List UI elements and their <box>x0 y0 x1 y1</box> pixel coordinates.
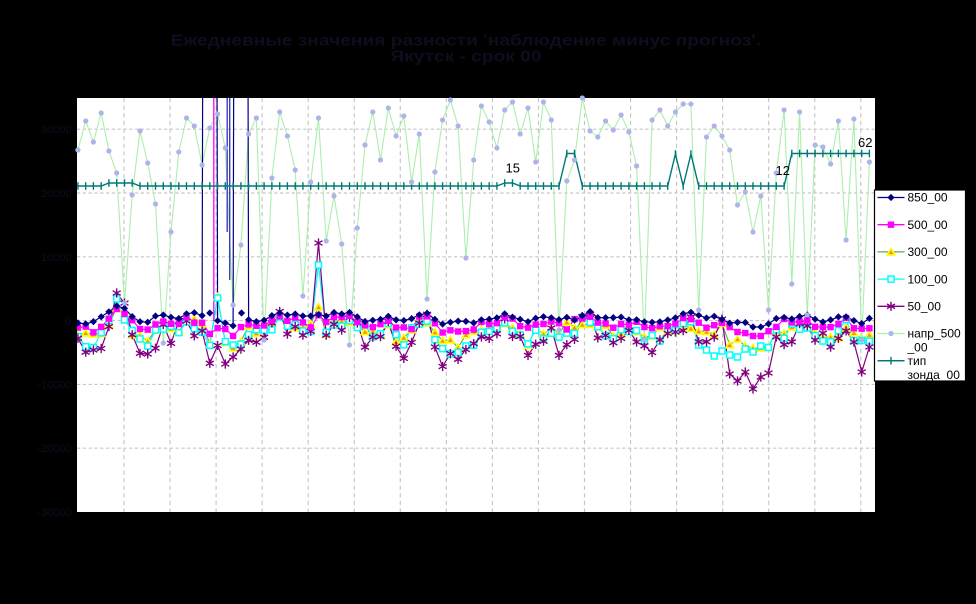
svg-text:тип: тип <box>908 354 927 368</box>
svg-text:500_00: 500_00 <box>908 218 948 232</box>
svg-text:50_00: 50_00 <box>908 300 942 314</box>
svg-text:-20000: -20000 <box>37 443 71 455</box>
svg-text:850_00: 850_00 <box>908 191 948 205</box>
svg-text:62: 62 <box>858 135 872 150</box>
svg-text:_00: _00 <box>907 341 928 355</box>
svg-text:-30000: -30000 <box>37 507 71 519</box>
svg-text:10000: 10000 <box>41 252 72 264</box>
svg-text:30000: 30000 <box>41 124 72 136</box>
svg-text:0: 0 <box>65 316 71 328</box>
svg-text:15: 15 <box>506 160 520 175</box>
svg-text:300_00: 300_00 <box>908 245 948 259</box>
svg-text:Ежедневные значения разности ': Ежедневные значения разности 'наблюдение… <box>171 31 761 49</box>
svg-text:100_00: 100_00 <box>908 272 948 286</box>
svg-text:12: 12 <box>776 163 790 178</box>
svg-text:20000: 20000 <box>41 188 72 200</box>
svg-text:зонда_00: зонда_00 <box>908 368 961 382</box>
svg-text:напр_500: напр_500 <box>908 327 961 341</box>
svg-text:Якутск - срок 00: Якутск - срок 00 <box>390 47 541 65</box>
svg-text:-10000: -10000 <box>37 379 71 391</box>
